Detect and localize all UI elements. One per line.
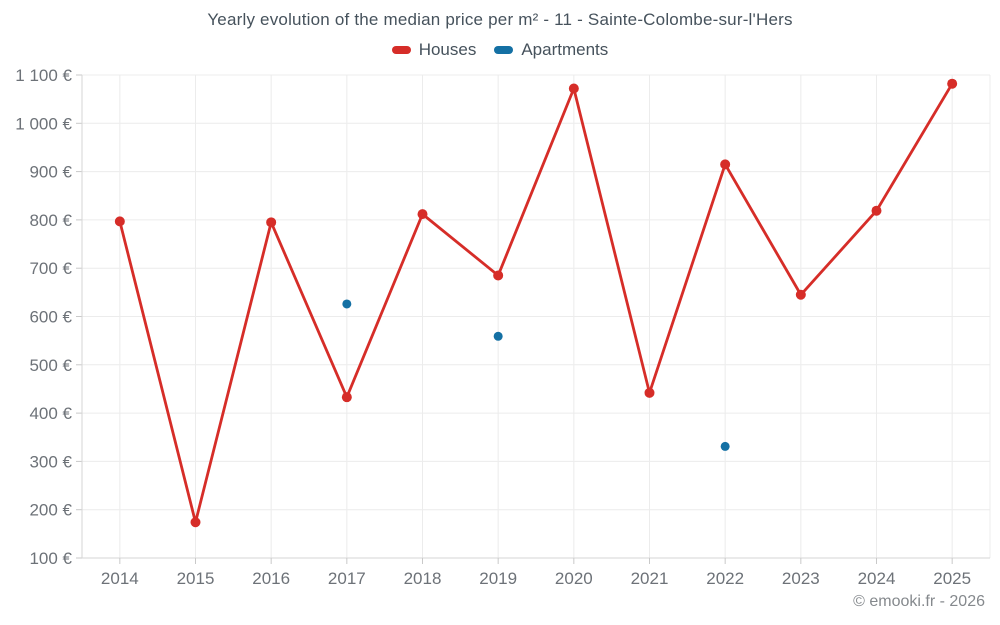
x-axis-tick-label: 2014 — [101, 569, 139, 588]
y-axis-tick-label: 700 € — [29, 259, 72, 278]
y-axis-tick-label: 1 100 € — [15, 66, 72, 85]
houses-data-point[interactable] — [493, 270, 504, 281]
legend-item-apartments[interactable]: Apartments — [494, 40, 608, 60]
houses-data-point[interactable] — [568, 83, 579, 94]
houses-data-point[interactable] — [720, 159, 731, 170]
apartments-data-point[interactable] — [493, 331, 503, 341]
x-axis-tick-label: 2018 — [404, 569, 442, 588]
legend-label-apartments: Apartments — [521, 40, 609, 59]
houses-data-point[interactable] — [266, 217, 277, 228]
x-axis-tick-label: 2023 — [782, 569, 820, 588]
x-axis-tick-label: 2016 — [252, 569, 290, 588]
legend: Houses Apartments — [0, 40, 1000, 60]
legend-label-houses: Houses — [418, 40, 477, 59]
y-axis-tick-label: 600 € — [29, 308, 72, 327]
houses-data-point[interactable] — [417, 209, 428, 220]
apartments-data-point[interactable] — [342, 299, 352, 309]
y-axis-tick-label: 900 € — [29, 163, 72, 182]
x-axis-tick-label: 2021 — [631, 569, 669, 588]
houses-data-point[interactable] — [947, 78, 958, 89]
houses-data-point[interactable] — [341, 392, 352, 403]
houses-data-point[interactable] — [795, 289, 806, 300]
y-axis-tick-label: 200 € — [29, 501, 72, 520]
y-axis-tick-label: 300 € — [29, 452, 72, 471]
x-axis-tick-label: 2017 — [328, 569, 366, 588]
houses-data-point[interactable] — [644, 387, 655, 398]
houses-data-point[interactable] — [871, 205, 882, 216]
x-axis-tick-label: 2022 — [706, 569, 744, 588]
houses-data-point[interactable] — [114, 216, 125, 227]
x-axis-tick-label: 2025 — [933, 569, 971, 588]
chart-title: Yearly evolution of the median price per… — [207, 10, 793, 29]
houses-legend-swatch-icon — [391, 46, 411, 54]
legend-item-houses[interactable]: Houses — [391, 40, 477, 60]
y-axis-tick-label: 400 € — [29, 404, 72, 423]
y-axis-tick-label: 1 000 € — [15, 114, 72, 133]
houses-data-point[interactable] — [190, 517, 201, 528]
x-axis-tick-label: 2019 — [479, 569, 517, 588]
x-axis-tick-label: 2015 — [177, 569, 215, 588]
copyright-watermark: © emooki.fr - 2026 — [853, 593, 985, 610]
x-axis-tick-label: 2024 — [858, 569, 896, 588]
apartments-legend-swatch-icon — [494, 46, 514, 54]
y-axis-tick-label: 100 € — [29, 549, 72, 568]
x-axis-tick-label: 2020 — [555, 569, 593, 588]
apartments-data-point[interactable] — [720, 441, 730, 451]
y-axis-tick-label: 800 € — [29, 211, 72, 230]
y-axis-tick-label: 500 € — [29, 356, 72, 375]
houses-series-line — [118, 82, 954, 524]
